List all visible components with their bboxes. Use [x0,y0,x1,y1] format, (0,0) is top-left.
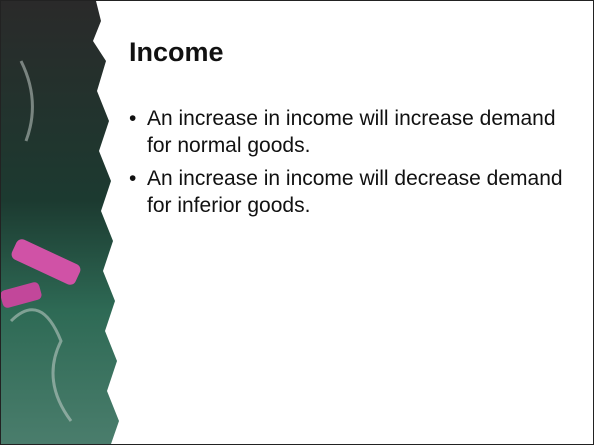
bullet: An increase in income will increase dema… [129,105,569,159]
bullet-list: An increase in income will increase dema… [129,105,569,225]
bullet: An increase in income will decrease dema… [129,165,569,219]
slide-title: Income [129,37,224,67]
chalkboard-art [1,1,119,444]
